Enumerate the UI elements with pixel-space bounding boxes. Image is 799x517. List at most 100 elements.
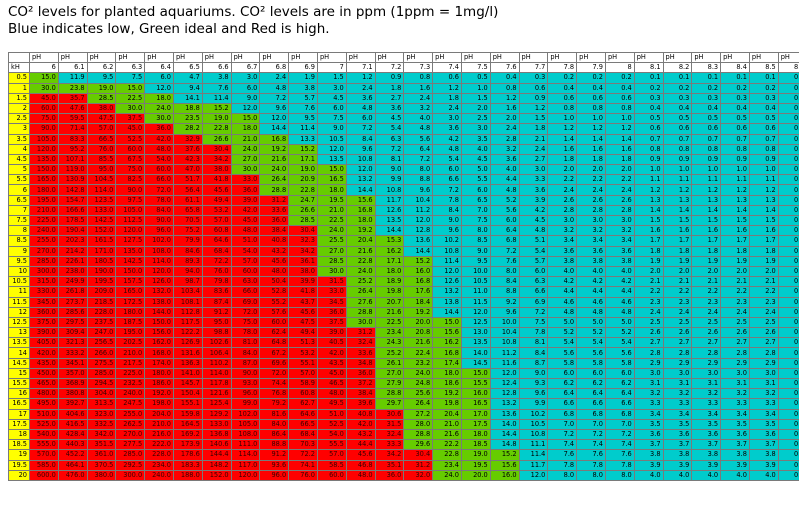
co2-cell: 34.2	[201, 153, 232, 166]
co2-cell: 7.2	[403, 153, 434, 166]
co2-cell: 2.0	[547, 164, 578, 176]
co2-cell: 166.6	[57, 204, 88, 217]
co2-cell: 2.1	[748, 276, 779, 288]
ph-label: pH	[230, 51, 261, 64]
co2-cell: 76.0	[86, 143, 117, 155]
title-line-2: Blue indicates low, Green ideal and Red …	[8, 21, 330, 37]
co2-cell: 152.0	[86, 225, 117, 237]
co2-cell: 8.0	[460, 225, 491, 237]
ph-value: 7	[316, 62, 347, 74]
co2-cell: 67.2	[259, 347, 290, 359]
co2-cell: 0.9	[691, 153, 722, 166]
co2-cell: 20.9	[288, 174, 318, 186]
co2-cell: 75.2	[172, 225, 203, 237]
co2-cell: 0.8	[720, 143, 750, 155]
co2-cell: 3.9	[518, 194, 549, 206]
co2-cell: 428.4	[57, 428, 88, 441]
co2-cell: 3.6	[489, 153, 520, 166]
co2-cell: 256.5	[86, 337, 117, 349]
co2-cell: 19.8	[374, 286, 405, 298]
co2-cell: 2.3	[633, 296, 664, 308]
co2-cell: 1.2	[604, 123, 635, 135]
co2-cell: 1.6	[403, 82, 434, 94]
co2-cell: 47.6	[57, 102, 88, 115]
co2-cell: 2.9	[748, 357, 779, 369]
ph-value: 8.6	[777, 62, 799, 74]
co2-cell: 97.5	[115, 194, 146, 206]
co2-cell: 39.0	[316, 327, 347, 339]
co2-cell: 0.8	[662, 143, 693, 155]
co2-cell: 112.8	[172, 306, 203, 318]
co2-cell: 2.7	[748, 337, 779, 349]
co2-cell: 37.6	[172, 143, 203, 155]
co2-cell: 390.0	[29, 327, 59, 339]
co2-cell: 2.7	[518, 153, 549, 166]
co2-cell: 6.0	[576, 367, 606, 380]
co2-cell: 0.2	[604, 72, 635, 84]
co2-cell: 20.0	[460, 469, 491, 481]
co2-cell: 0.8	[403, 72, 434, 84]
co2-cell: 0.1	[748, 72, 779, 84]
co2-cell: 32.3	[288, 235, 318, 247]
co2-cell: 0.0	[777, 72, 799, 84]
co2-cell: 4.4	[489, 174, 520, 186]
co2-cell: 16.8	[432, 347, 462, 359]
co2-cell: 3.6	[518, 184, 549, 196]
table-row: 20 600.0 476.0 380.0 300.0 240.0 188.0 152.0 120…	[8, 469, 799, 481]
co2-cell: 222.0	[144, 439, 174, 451]
co2-cell: 292.5	[115, 459, 146, 471]
co2-cell: 75.0	[29, 113, 59, 125]
co2-cell: 17.6	[403, 286, 434, 298]
co2-cell: 5.4	[547, 337, 578, 349]
co2-cell: 4.2	[432, 133, 462, 145]
co2-cell: 78.0	[230, 327, 261, 339]
co2-cell: 525.0	[29, 418, 59, 430]
co2-cell: 22.5	[374, 316, 405, 329]
table-row: 2 60.0 47.6 38.0 30.0 24.0 18.8 15.2 12.0 9.6 7.6 6…	[8, 102, 799, 115]
co2-cell: 3.2	[633, 388, 664, 400]
co2-cell: 0.6	[432, 72, 462, 84]
kh-value: 16	[8, 388, 30, 400]
co2-cell: 0.5	[662, 113, 693, 125]
co2-cell: 285.0	[115, 449, 146, 461]
co2-cell: 255.0	[115, 408, 146, 420]
co2-cell: 440.3	[57, 439, 88, 451]
co2-cell: 0.3	[720, 92, 750, 104]
co2-cell: 11.4	[201, 92, 232, 104]
co2-cell: 91.2	[259, 449, 290, 461]
co2-cell: 0.9	[374, 72, 405, 84]
co2-cell: 0.0	[777, 347, 799, 359]
table-row: 5.5 165.0 130.9 104.5 82.5 66.0 51.7 41.8 33.0 26…	[8, 174, 799, 186]
co2-cell: 4.4	[547, 286, 578, 298]
co2-cell: 1.6	[720, 225, 750, 237]
co2-cell: 24.0	[144, 102, 174, 115]
co2-cell: 28.8	[345, 306, 376, 318]
co2-cell: 15.0	[316, 164, 347, 176]
kh-value: 17.5	[8, 418, 30, 430]
co2-cell: 2.4	[547, 184, 578, 196]
ph-label: pH	[748, 51, 779, 64]
co2-cell: 38.4	[259, 225, 290, 237]
co2-cell: 180.0	[29, 184, 59, 196]
co2-cell: 16.2	[432, 337, 462, 349]
co2-cell: 18.0	[345, 214, 376, 227]
co2-cell: 6.6	[547, 398, 578, 410]
co2-cell: 85.5	[86, 153, 117, 166]
co2-cell: 0.0	[777, 82, 799, 94]
co2-cell: 81.6	[259, 408, 290, 420]
co2-cell: 7.2	[518, 306, 549, 318]
co2-cell: 33.0	[316, 286, 347, 298]
co2-cell: 5.1	[518, 235, 549, 247]
co2-cell: 5.0	[604, 316, 635, 329]
co2-cell: 1.8	[662, 245, 693, 257]
kh-value: 2	[8, 102, 30, 115]
co2-cell: 10.8	[518, 428, 549, 441]
co2-cell: 5.6	[576, 347, 606, 359]
co2-cell: 6.0	[547, 367, 578, 380]
kh-value: 13	[8, 327, 30, 339]
co2-cell: 9.6	[432, 225, 462, 237]
co2-cell: 28.0	[403, 418, 434, 430]
co2-cell: 68.4	[201, 245, 232, 257]
co2-cell: 4.8	[259, 82, 290, 94]
table-row: 11 330.0 261.8 209.0 165.0 132.0 103.4 83.6 66.0…	[8, 286, 799, 298]
